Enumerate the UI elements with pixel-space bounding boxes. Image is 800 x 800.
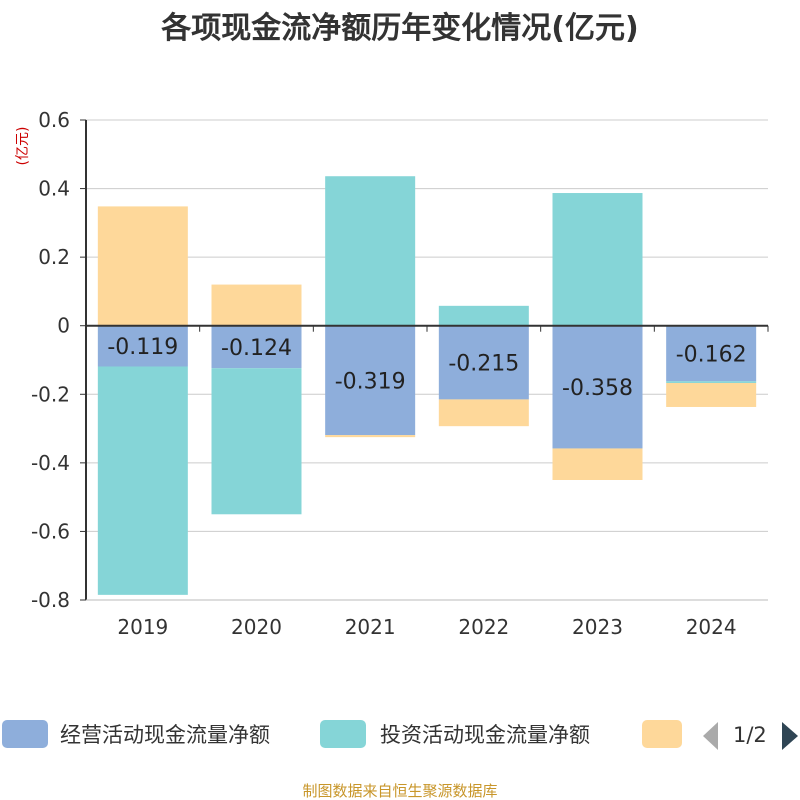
bar-series2-2022[interactable] (438, 399, 529, 427)
bar-series2-2024[interactable] (666, 382, 757, 407)
bar-series2-2020[interactable] (211, 284, 302, 326)
bar-series1-2022[interactable] (438, 305, 529, 326)
legend-page-indicator: 1/2 (733, 723, 767, 747)
bar-series2-2019[interactable] (97, 206, 188, 326)
axes (85, 120, 769, 601)
y-tick-label: -0.6 (31, 519, 70, 543)
x-tick-label: 2019 (117, 615, 168, 639)
bar-series1-2023[interactable] (552, 193, 643, 326)
bar-series0-2020[interactable] (211, 325, 302, 369)
bar-series1-2020[interactable] (211, 368, 302, 515)
y-tick-label: -0.8 (31, 588, 70, 612)
x-tick-label: 2024 (686, 615, 737, 639)
legend-label-operating[interactable]: 经营活动现金流量净额 (60, 723, 270, 747)
chart-title: 各项现金流净额历年变化情况(亿元) (160, 11, 638, 46)
x-tick-label: 2021 (345, 615, 396, 639)
bar-series0-2019[interactable] (97, 325, 188, 367)
legend-swatch-third[interactable] (642, 720, 682, 748)
legend: 经营活动现金流量净额 投资活动现金流量净额 1/2 (2, 720, 798, 750)
y-tick-label: 0 (57, 314, 70, 338)
bar-series2-2021[interactable] (325, 435, 416, 438)
data-label: -0.215 (448, 352, 519, 377)
grid (86, 119, 768, 601)
data-label: -0.162 (676, 342, 747, 367)
data-source-note: 制图数据来自恒生聚源数据库 (302, 782, 497, 800)
data-labels: -0.119 -0.124 -0.319 -0.215 -0.358 -0.162 (107, 335, 746, 401)
legend-next-page-icon[interactable] (782, 722, 798, 750)
bars (97, 176, 757, 595)
bar-series0-2023[interactable] (552, 325, 643, 449)
bar-series0-2021[interactable] (325, 325, 416, 436)
data-label: -0.119 (107, 335, 178, 360)
y-axis-unit: (亿元) (15, 127, 31, 166)
data-label: -0.319 (335, 369, 406, 394)
data-label: -0.358 (562, 376, 633, 401)
x-tick-label: 2022 (458, 615, 509, 639)
y-tick-label: -0.2 (31, 382, 70, 406)
bar-series1-2019[interactable] (97, 366, 188, 595)
legend-swatch-investing[interactable] (320, 720, 366, 748)
bar-series0-2022[interactable] (438, 325, 529, 400)
legend-prev-page-icon[interactable] (703, 722, 718, 750)
legend-label-investing[interactable]: 投资活动现金流量净额 (380, 723, 590, 747)
legend-swatch-operating[interactable] (2, 720, 48, 748)
y-tick-label: -0.4 (31, 451, 70, 475)
bar-series1-2021[interactable] (325, 176, 416, 326)
bar-series0-2024[interactable] (666, 325, 757, 382)
x-axis-ticks: 2019 2020 2021 2022 2023 2024 (117, 615, 736, 639)
y-axis-ticks: 0.6 0.4 0.2 0 -0.2 -0.4 -0.6 -0.8 (31, 108, 86, 612)
y-tick-label: 0.4 (38, 177, 70, 201)
x-tick-label: 2020 (231, 615, 282, 639)
bar-series2-2023[interactable] (552, 448, 643, 480)
data-label: -0.124 (221, 336, 292, 361)
y-tick-label: 0.2 (38, 245, 70, 269)
bar-series1-2024[interactable] (666, 381, 757, 383)
y-tick-label: 0.6 (38, 108, 70, 132)
x-tick-label: 2023 (572, 615, 623, 639)
